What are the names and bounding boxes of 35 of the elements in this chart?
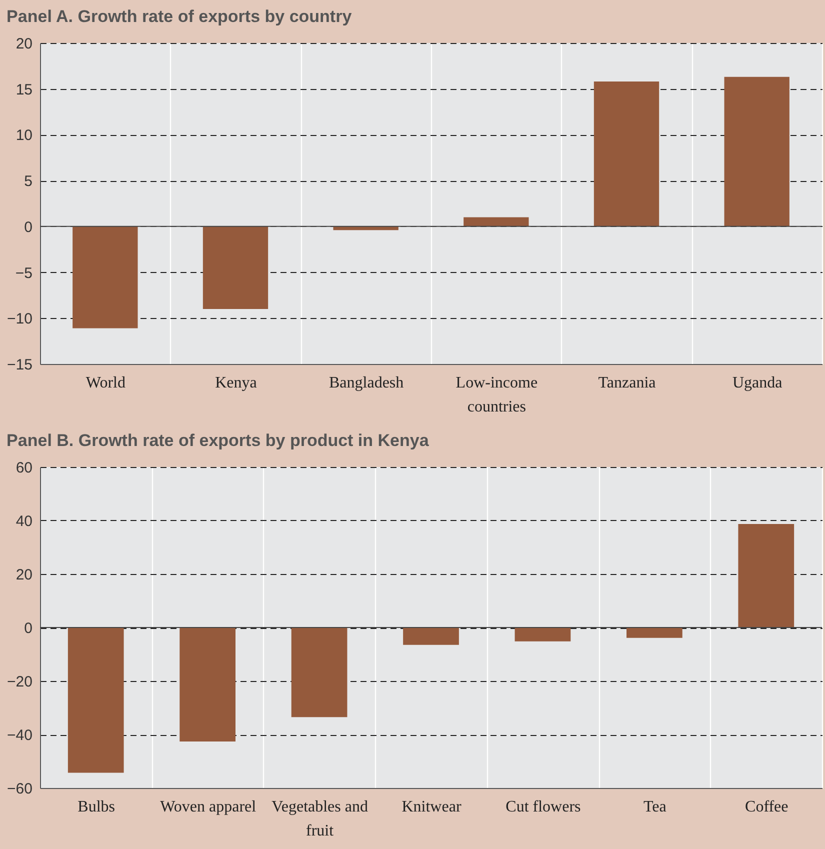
y-tick-label: 0 [24, 620, 32, 637]
y-tick-label: 0 [24, 218, 32, 236]
bar [724, 76, 790, 226]
x-tick-label: Cut flowers [506, 798, 581, 816]
chart-title: Panel A. Growth rate of exports by country [6, 7, 352, 26]
y-tick-label: −20 [7, 674, 32, 690]
bar [202, 226, 268, 309]
y-tick-label: 15 [16, 81, 32, 98]
x-tick-label: Kenya [215, 374, 257, 392]
x-tick-label: Uganda [732, 374, 782, 392]
y-tick-label: 10 [16, 127, 32, 144]
x-tick-label: Vegetables and fruit [272, 798, 368, 840]
y-tick-label: −40 [7, 727, 32, 744]
y-tick-label: −10 [7, 310, 32, 328]
x-tick-label: Coffee [745, 798, 788, 816]
x-tick-label: World [86, 374, 126, 392]
x-tick-label: Woven apparel [160, 798, 257, 816]
y-tick-label: 20 [16, 566, 32, 584]
y-tick-label: 60 [16, 460, 32, 476]
y-tick-label: −60 [7, 780, 32, 798]
x-tick-label: Bulbs [78, 798, 116, 816]
bar [72, 226, 138, 328]
y-tick-label: 5 [24, 173, 32, 190]
bar [464, 217, 529, 226]
y-tick-label: 20 [16, 36, 32, 52]
x-tick-label: Tea [644, 798, 666, 816]
x-tick-label: Low-income countries [456, 374, 538, 416]
y-tick-label: 40 [16, 513, 32, 530]
y-tick-label: −5 [15, 264, 32, 282]
bar [594, 82, 660, 226]
x-tick-label: Tanzania [598, 374, 656, 392]
y-tick-label: −15 [7, 356, 32, 374]
chart-title: Panel B. Growth rate of exports by product in Kenya [6, 431, 430, 450]
x-tick-label: Knitwear [402, 798, 462, 816]
x-tick-label: Bangladesh [329, 374, 404, 392]
